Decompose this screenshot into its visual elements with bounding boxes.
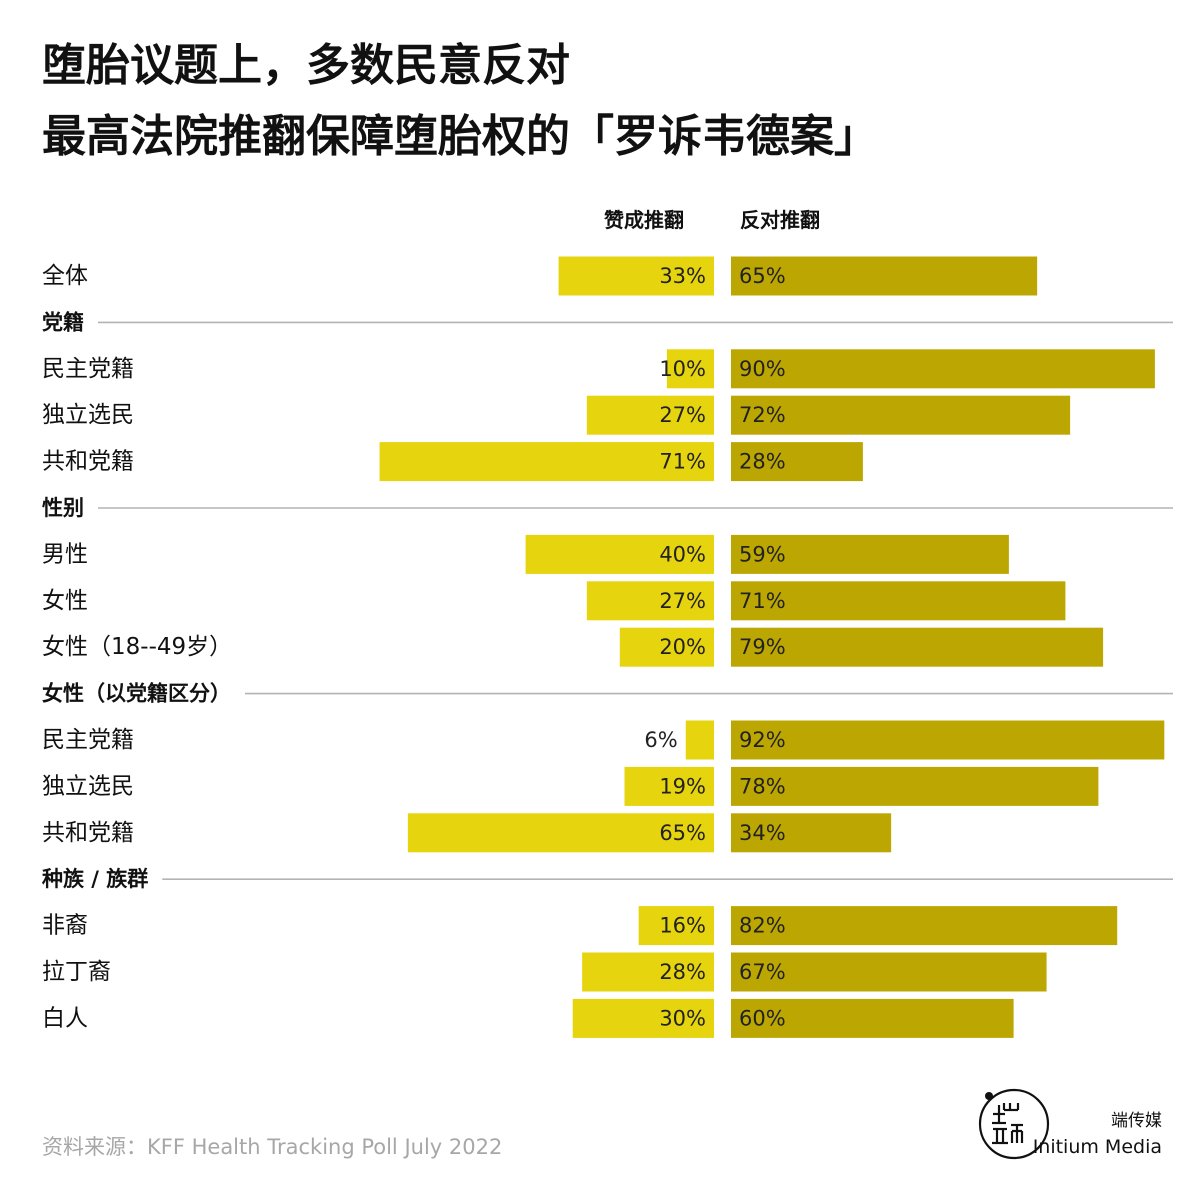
initium-logo-icon [978, 1088, 1050, 1160]
favor-bar [619, 627, 714, 667]
favor-bar [407, 813, 714, 853]
favor-value-label: 33% [659, 264, 706, 288]
oppose-value-label: 60% [739, 1006, 786, 1030]
category-label: 共和党籍 [42, 449, 134, 475]
section-label: 种族 / 族群 [41, 867, 148, 891]
category-label: 全体 [42, 263, 88, 289]
favor-bar [666, 349, 714, 389]
favor-value-label: 10% [659, 357, 706, 381]
favor-bar [624, 766, 714, 806]
favor-value-label: 30% [659, 1006, 706, 1030]
oppose-bar [731, 349, 1155, 389]
oppose-bar [731, 998, 1014, 1038]
category-label: 男性 [42, 541, 88, 567]
favor-bar [525, 534, 714, 574]
favor-value-label: 65% [659, 821, 706, 845]
favor-value-label: 28% [659, 960, 706, 984]
favor-bar [582, 952, 714, 992]
category-label: 非裔 [42, 913, 88, 939]
oppose-value-label: 28% [739, 450, 786, 474]
favor-value-label: 16% [659, 914, 706, 938]
section-label: 女性（以党籍区分） [42, 682, 231, 706]
category-label: 女性 [42, 588, 88, 614]
favor-bar [558, 256, 714, 296]
section-label: 党籍 [42, 310, 84, 334]
favor-bar [572, 998, 714, 1038]
favor-value-label: 71% [659, 450, 706, 474]
oppose-value-label: 90% [739, 357, 786, 381]
favor-bar [379, 442, 714, 482]
oppose-bar [731, 442, 863, 482]
oppose-bar [731, 952, 1047, 992]
oppose-bar [731, 720, 1165, 760]
category-label: 共和党籍 [42, 820, 134, 846]
oppose-value-label: 72% [739, 403, 786, 427]
oppose-bar [731, 813, 892, 853]
oppose-value-label: 59% [739, 542, 786, 566]
oppose-bar [731, 256, 1038, 296]
category-label: 民主党籍 [42, 356, 134, 382]
brand-name-cn: 端传媒 [1111, 1111, 1162, 1131]
oppose-bar [731, 766, 1099, 806]
category-label: 拉丁裔 [42, 959, 111, 985]
favor-bar [638, 906, 714, 946]
favor-value-label: 40% [659, 542, 706, 566]
favor-value-label: 20% [659, 635, 706, 659]
category-label: 独立选民 [42, 402, 134, 428]
favor-bar [586, 395, 714, 435]
section-label: 性别 [42, 496, 84, 520]
favor-value-label: 19% [659, 774, 706, 798]
chart-title-line1: 堕胎议题上，多数民意反对 [42, 40, 570, 91]
oppose-value-label: 71% [739, 589, 786, 613]
oppose-bar [731, 906, 1118, 946]
oppose-value-label: 67% [739, 960, 786, 984]
category-label: 女性（18--49岁） [42, 634, 232, 660]
oppose-bar [731, 395, 1071, 435]
oppose-value-label: 65% [739, 264, 786, 288]
oppose-value-label: 78% [739, 774, 786, 798]
oppose-value-label: 79% [739, 635, 786, 659]
favor-bar [586, 581, 714, 621]
oppose-bar [731, 627, 1104, 667]
favor-column-header: 赞成推翻 [604, 208, 684, 232]
favor-value-label: 27% [659, 403, 706, 427]
category-label: 白人 [42, 1005, 88, 1031]
category-label: 独立选民 [42, 773, 134, 799]
favor-value-label: 27% [659, 589, 706, 613]
oppose-column-header: 反对推翻 [740, 208, 820, 232]
oppose-value-label: 82% [739, 914, 786, 938]
brand-name-en: Initium Media [1032, 1136, 1162, 1158]
oppose-value-label: 34% [739, 821, 786, 845]
favor-value-label: 6% [644, 728, 677, 752]
oppose-bar [731, 534, 1009, 574]
source-note: 资料来源：KFF Health Tracking Poll July 2022 [42, 1135, 503, 1159]
oppose-value-label: 92% [739, 728, 786, 752]
chart-title-line2: 最高法院推翻保障堕胎权的「罗诉韦德案」 [42, 111, 878, 162]
favor-bar [685, 720, 714, 760]
category-label: 民主党籍 [42, 727, 134, 753]
oppose-bar [731, 581, 1066, 621]
